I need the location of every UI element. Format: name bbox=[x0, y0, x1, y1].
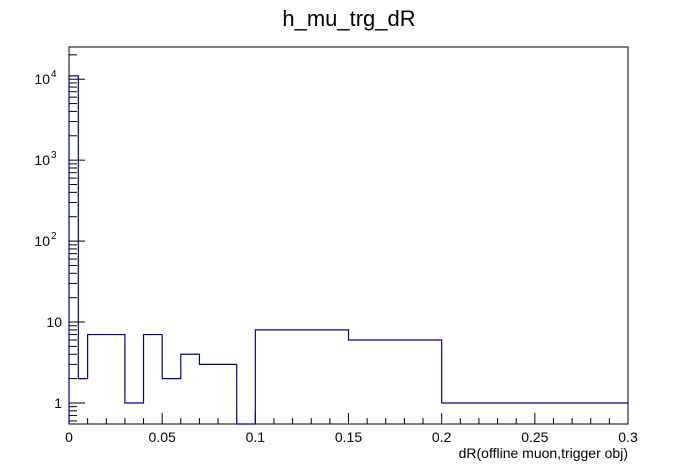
x-tick-label: 0.2 bbox=[432, 429, 452, 445]
y-tick-label: 10 bbox=[46, 314, 62, 330]
y-tick-exponent: 4 bbox=[51, 69, 57, 80]
x-axis-label: dR(offline muon,trigger obj) bbox=[459, 445, 628, 461]
y-tick-label: 10 bbox=[34, 152, 50, 168]
histogram-line bbox=[68, 75, 628, 425]
plot-frame bbox=[68, 46, 629, 425]
y-tick-label: 10 bbox=[34, 233, 50, 249]
y-tick-label: 10 bbox=[34, 71, 50, 87]
y-tick-label: 1 bbox=[54, 395, 62, 411]
x-tick-label: 0.25 bbox=[521, 429, 548, 445]
x-tick-label: 0.15 bbox=[335, 429, 362, 445]
chart-title: h_mu_trg_dR bbox=[282, 6, 415, 31]
x-axis: 0 0.05 0.1 0.15 0.2 0.25 0.3 bbox=[65, 413, 638, 445]
x-tick-label: 0.3 bbox=[618, 429, 638, 445]
y-tick-exponent: 2 bbox=[51, 231, 57, 242]
x-tick-label: 0.05 bbox=[149, 429, 176, 445]
x-tick-label: 0.1 bbox=[246, 429, 266, 445]
y-tick-exponent: 3 bbox=[51, 150, 57, 161]
x-tick-label: 0 bbox=[65, 429, 73, 445]
